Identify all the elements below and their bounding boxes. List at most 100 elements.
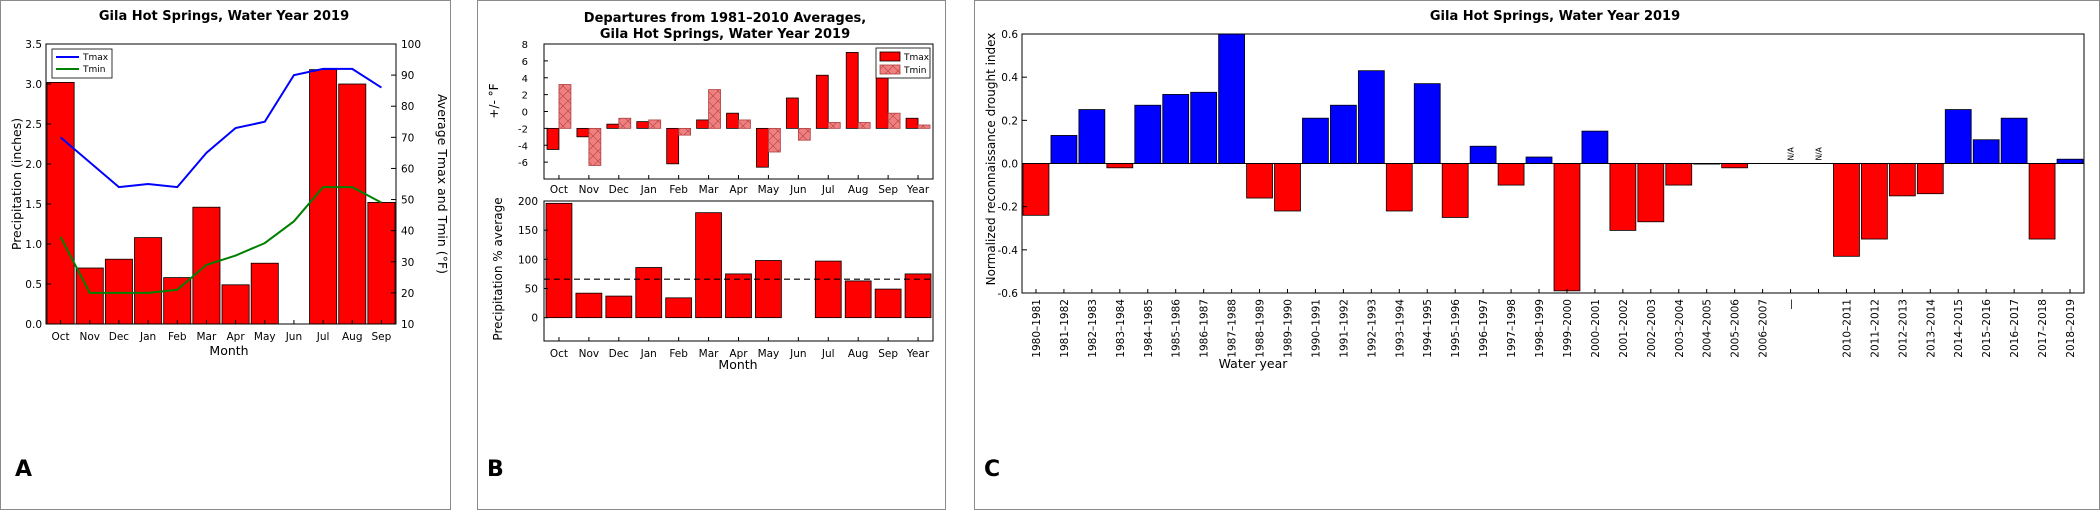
drought-index-bar [2056,158,2084,164]
drought-index-bar [1888,163,1916,197]
x-tick-label: Feb [669,184,688,196]
y-axis-label-bottom: Precipitation % average [491,197,505,340]
precip-pct-bar [904,273,932,319]
x-tick-label: Aug [848,184,869,196]
tmax-departure-bar [785,97,799,129]
x-axis-label: Month [718,357,757,372]
legend-b: Tmax Tmin [875,47,931,79]
y-tick-label: -0.6 [998,288,1019,300]
x-tick-label: Feb [669,348,688,360]
x-tick-label: 1999–2000 [1562,299,1574,358]
x-tick-label: 1998–1999 [1534,299,1546,358]
x-tick-label: 1989–1990 [1283,299,1295,358]
tmax-departure-bar [576,127,590,138]
precip-bar [104,258,133,325]
y-tick-label: 0.2 [1001,115,1018,127]
y2-tick-label: 20 [401,288,414,300]
x-tick-label: May [758,184,780,196]
precip-pct-bar [874,288,902,319]
y2-tick-label: 60 [401,163,414,175]
y2-tick-label: 30 [401,257,414,269]
x-tick-label: Apr [226,331,245,343]
x-tick-label: 2004–2005 [1702,299,1714,358]
y2-tick-label: 40 [401,226,414,238]
x-tick-label: Jan [640,348,657,360]
y-tick-label: 2 [522,91,528,102]
plot-frame-b-top [543,43,934,180]
x-tick-label: 2002–2003 [1646,299,1658,358]
na-annotation: N/A [1787,146,1796,160]
tmin-departure-bar [708,89,721,129]
plot-frame-a [45,43,397,325]
drought-index-bar [1022,163,1050,216]
x-tick-label: 2003–2004 [1674,299,1686,358]
tmax-departure-bar [815,74,829,129]
x-tick-label: Mar [197,331,217,343]
x-tick-label: 1986–1987 [1199,299,1211,358]
y-tick-label: 2.5 [25,119,42,131]
tmax-departure-bar [845,52,859,129]
precip-pct-bar [695,212,722,319]
drought-index-bar [1246,163,1273,199]
x-tick-label: Jul [821,184,835,196]
y-tick-label: 0.0 [25,319,42,331]
drought-index-bar [1050,135,1078,164]
legend-label: Tmax [82,53,109,63]
chart-b-title-line2: Gila Hot Springs, Water Year 2019 [600,27,850,42]
x-tick-label: Aug [848,348,869,360]
y2-tick-label: 10 [401,319,414,331]
drought-index-bar [1385,163,1413,212]
y2-tick-label: 50 [401,195,414,207]
legend-a: Tmax Tmin [51,48,113,79]
y2-tick-label: 100 [401,39,421,51]
x-tick-label: 2010–2011 [1841,299,1853,358]
precip-bar [250,262,279,325]
y-tick-label: 1.0 [25,239,42,251]
x-tick-label: Jul [821,348,835,360]
tmin-departure-bar [738,119,751,129]
drought-index-bar [1357,70,1385,164]
tmax-departure-bar [606,123,620,129]
precip-pct-bar [814,260,842,319]
precip-bar [367,201,396,325]
x-tick-label: Sep [878,348,898,360]
y-tick-label: 100 [518,254,538,266]
x-tick-label: 2016–2017 [2009,299,2021,358]
y-tick-label: 150 [518,225,538,237]
drought-index-bar [1218,33,1245,164]
y-tick-label: 3.5 [25,39,42,51]
x-tick-label: 1993–1994 [1394,299,1406,358]
x-tick-label: 2018–2019 [2065,299,2077,358]
x-axis-label: Water year [1219,356,1289,371]
y-axis-label: Precipitation (inches) [9,118,24,250]
na-annotation: N/A [1815,146,1824,160]
tmax-departure-bar [636,121,650,129]
y2-axis-label: Average Tmax and Tmin (°F) [435,94,450,274]
drought-index-bar [1134,104,1162,164]
x-tick-label: Sep [372,331,392,343]
drought-index-bar [1609,163,1637,231]
precip-bar [221,284,250,325]
drought-index-bar [1972,139,2000,164]
x-tick-label: 2000–2001 [1590,299,1602,358]
chart-b: Departures from 1981–2010 Averages,Gila … [487,11,934,482]
y-tick-label: 50 [525,284,538,296]
y2-tick-label: 90 [401,70,414,82]
precip-bar [134,237,163,325]
plot-frame-b-bottom [543,200,934,342]
drought-index-bar [1330,104,1357,164]
tmax-departure-bar [756,127,769,168]
y-tick-label: 0 [522,108,528,119]
x-tick-label: Aug [342,331,363,343]
y-tick-label: 3.0 [25,79,42,91]
y-tick-label: 6 [522,57,528,68]
x-tick-label: 2013–2014 [1925,299,1937,358]
y-tick-label: 1.5 [25,199,42,211]
y-tick-label: -6 [518,158,528,169]
y-axis-label: Normalized reconnaissance drought index [984,33,998,286]
tmax-departure-bar [875,77,889,129]
tmax-departure-bar [546,127,560,150]
x-tick-label: 1994–1995 [1422,299,1434,358]
x-tick-label: Jun [789,184,806,196]
drought-index-bar [1469,145,1497,164]
